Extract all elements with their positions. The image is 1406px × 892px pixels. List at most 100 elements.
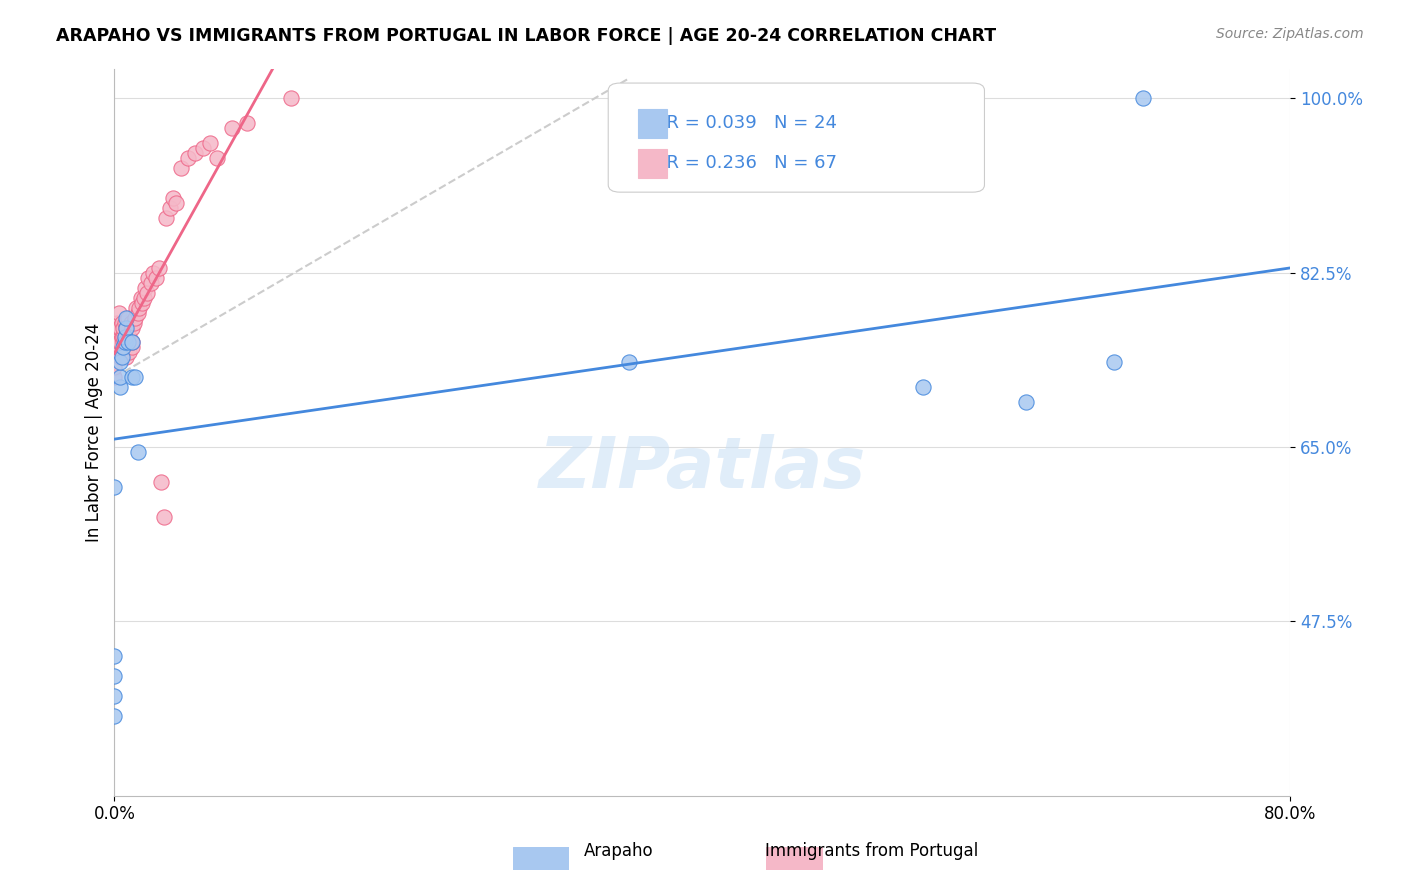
Point <box>114 316 136 330</box>
Point <box>124 310 146 325</box>
Point <box>169 161 191 175</box>
Point <box>121 335 143 350</box>
Text: Immigrants from Portugal: Immigrants from Portugal <box>765 842 979 860</box>
Text: R = 0.236   N = 67: R = 0.236 N = 67 <box>655 154 837 172</box>
Point <box>134 281 156 295</box>
Point <box>103 360 125 375</box>
Bar <box>637 148 666 178</box>
Point <box>120 335 142 350</box>
FancyBboxPatch shape <box>609 83 984 192</box>
Point <box>155 211 177 225</box>
Point <box>104 335 127 350</box>
Point <box>114 341 136 355</box>
Text: R = 0.039   N = 24: R = 0.039 N = 24 <box>655 114 837 132</box>
Point <box>617 355 640 369</box>
Point <box>125 301 148 315</box>
Text: Arapaho: Arapaho <box>583 842 654 860</box>
Point <box>110 355 132 369</box>
Point <box>142 266 165 280</box>
Point <box>117 335 139 350</box>
Point <box>115 341 138 355</box>
Point <box>103 709 125 723</box>
Point <box>115 320 138 334</box>
Point <box>110 351 132 365</box>
Point <box>1014 395 1036 409</box>
Point <box>117 310 139 325</box>
Point <box>127 305 149 319</box>
Point <box>103 335 125 350</box>
Point <box>141 276 163 290</box>
Point <box>121 320 143 334</box>
Point <box>121 370 143 384</box>
Point <box>112 320 135 334</box>
Point <box>114 330 136 344</box>
Text: Source: ZipAtlas.com: Source: ZipAtlas.com <box>1216 27 1364 41</box>
Point <box>1132 91 1154 105</box>
Point <box>115 310 138 325</box>
Point <box>110 320 132 334</box>
Point <box>159 201 181 215</box>
Point <box>150 475 173 489</box>
Point <box>145 270 167 285</box>
Point <box>122 316 145 330</box>
Point <box>103 370 125 384</box>
Point <box>103 480 125 494</box>
Point <box>104 320 127 334</box>
Point <box>162 191 184 205</box>
Point <box>118 330 141 344</box>
Point <box>129 291 152 305</box>
Y-axis label: In Labor Force | Age 20-24: In Labor Force | Age 20-24 <box>86 323 103 541</box>
Point <box>177 151 200 165</box>
Point <box>117 335 139 350</box>
Point <box>110 370 132 384</box>
Point <box>114 335 136 350</box>
Point <box>111 316 134 330</box>
Point <box>108 341 131 355</box>
Point <box>111 330 134 344</box>
Text: ARAPAHO VS IMMIGRANTS FROM PORTUGAL IN LABOR FORCE | AGE 20-24 CORRELATION CHART: ARAPAHO VS IMMIGRANTS FROM PORTUGAL IN L… <box>56 27 997 45</box>
Point <box>111 351 134 365</box>
Point <box>124 370 146 384</box>
Point <box>148 260 170 275</box>
Point <box>120 316 142 330</box>
Bar <box>637 109 666 137</box>
Point <box>114 330 136 344</box>
Point <box>127 445 149 459</box>
Point <box>121 335 143 350</box>
Point <box>135 285 157 300</box>
Point <box>103 345 125 359</box>
Point <box>165 196 187 211</box>
Point <box>118 345 141 359</box>
Point <box>110 380 132 394</box>
Point <box>1102 355 1125 369</box>
Point <box>136 270 159 285</box>
Point <box>191 141 214 155</box>
Point <box>115 351 138 365</box>
Point <box>103 330 125 344</box>
Point <box>105 330 128 344</box>
Text: ZIPatlas: ZIPatlas <box>538 434 866 503</box>
Point <box>115 320 138 334</box>
Point <box>221 121 243 136</box>
Point <box>103 341 125 355</box>
Point <box>108 320 131 334</box>
Point <box>112 330 135 344</box>
Point <box>131 295 153 310</box>
Point <box>911 380 934 394</box>
Point <box>105 316 128 330</box>
Point <box>108 305 131 319</box>
Point <box>128 301 150 315</box>
Point <box>153 509 176 524</box>
Point <box>235 116 257 130</box>
Point <box>103 689 125 703</box>
Point <box>112 335 135 350</box>
Point <box>110 335 132 350</box>
Point <box>132 291 155 305</box>
Point <box>103 669 125 683</box>
Point <box>184 146 207 161</box>
Point <box>103 649 125 664</box>
Point <box>108 335 131 350</box>
Point <box>112 341 135 355</box>
Point <box>198 136 221 151</box>
Point <box>280 91 302 105</box>
